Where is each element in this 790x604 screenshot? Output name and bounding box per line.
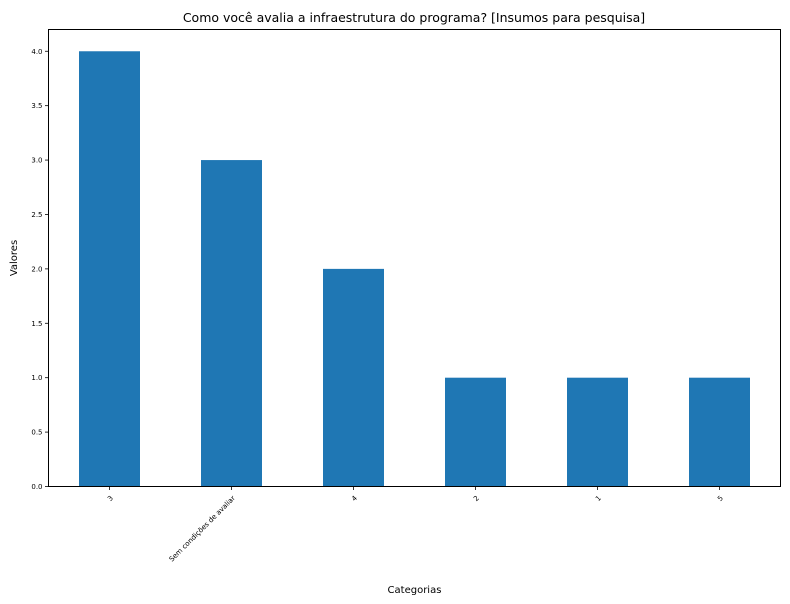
bar (323, 268, 384, 487)
y-tick-label: 3.5 (31, 102, 42, 110)
y-axis-label: Valores (9, 240, 20, 276)
x-axis-ticks: 3 Sem condições de avaliar 4 2 1 5 (106, 486, 725, 563)
y-tick-label: 1.0 (31, 374, 42, 382)
y-tick-label: 1.5 (31, 320, 42, 328)
y-axis-ticks: 0.0 0.5 1.0 1.5 2.0 2.5 3.0 3.5 4.0 (31, 48, 49, 491)
y-tick-label: 2.5 (31, 211, 42, 219)
y-tick-label: 0.5 (31, 429, 42, 437)
x-tick-label: 2 (472, 494, 481, 503)
bar (445, 377, 506, 487)
plot-area-frame (48, 29, 781, 487)
y-tick-label: 2.0 (31, 265, 42, 273)
bar (201, 160, 262, 487)
bar (79, 51, 140, 487)
x-tick-label: Sem condições de avaliar (168, 494, 237, 563)
y-tick-label: 4.0 (31, 48, 42, 56)
bars-group (79, 51, 750, 487)
x-tick-label: 5 (716, 494, 725, 503)
bar (567, 377, 628, 487)
chart-title: Como você avalia a infraestrutura do pro… (183, 10, 645, 25)
x-tick-label: 4 (350, 494, 359, 503)
y-tick-label: 3.0 (31, 157, 42, 165)
x-tick-label: 1 (594, 494, 603, 503)
x-tick-label: 3 (106, 494, 115, 503)
y-tick-label: 0.0 (31, 483, 42, 491)
bar (689, 377, 750, 487)
x-axis-label: Categorias (388, 585, 442, 596)
